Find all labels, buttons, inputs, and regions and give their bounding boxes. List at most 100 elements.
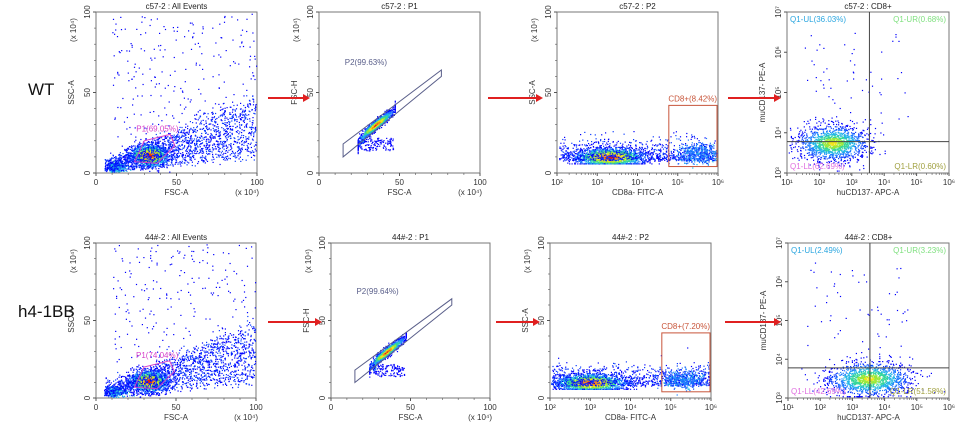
data-point: [125, 151, 127, 153]
data-point: [212, 124, 214, 126]
data-point: [133, 148, 135, 150]
data-point: [370, 136, 372, 138]
data-point: [134, 141, 136, 143]
data-point: [142, 73, 144, 75]
data-point: [231, 117, 233, 119]
data-point: [108, 166, 110, 168]
data-point: [244, 126, 246, 128]
data-point: [247, 138, 249, 140]
x-tick-label: 0: [94, 178, 99, 187]
data-point: [224, 132, 226, 135]
data-point: [150, 57, 152, 59]
data-point: [192, 149, 195, 151]
data-point: [108, 160, 111, 162]
data-point: [153, 146, 155, 148]
data-point: [384, 124, 386, 126]
data-point: [199, 144, 201, 146]
data-point: [164, 87, 166, 89]
data-point: [167, 136, 169, 138]
data-point: [364, 130, 366, 132]
data-point: [146, 150, 148, 152]
data-point: [137, 159, 139, 161]
data-point: [225, 50, 227, 52]
data-point: [188, 155, 190, 157]
data-point: [147, 147, 149, 149]
data-point: [225, 134, 227, 137]
data-point: [175, 160, 177, 162]
data-point: [138, 165, 140, 167]
data-point: [125, 161, 128, 163]
data-point: [219, 134, 221, 136]
data-point: [215, 148, 217, 150]
data-point: [236, 131, 238, 133]
data-point: [357, 141, 359, 143]
data-point: [152, 141, 154, 143]
data-point: [212, 153, 214, 155]
data-point: [147, 144, 149, 147]
data-point: [219, 109, 222, 111]
data-point: [190, 127, 192, 129]
data-point: [381, 127, 383, 129]
data-point: [246, 123, 248, 125]
data-point: [249, 126, 251, 128]
data-point: [210, 140, 212, 142]
data-point: [141, 151, 143, 153]
data-point: [208, 150, 210, 152]
data-point: [247, 150, 249, 152]
data-point: [174, 138, 176, 140]
data-point: [244, 116, 246, 118]
data-point: [205, 155, 207, 157]
data-point: [254, 55, 256, 57]
data-point: [112, 157, 114, 159]
data-point: [148, 157, 150, 159]
data-point: [238, 146, 240, 148]
data-point: [249, 46, 251, 48]
data-point: [141, 21, 143, 23]
data-point: [139, 157, 141, 159]
data-point: [171, 156, 173, 158]
data-point: [185, 126, 187, 128]
data-point: [168, 139, 170, 141]
data-point: [223, 152, 225, 154]
data-point: [235, 108, 238, 110]
data-point: [144, 145, 146, 147]
data-point: [210, 129, 212, 131]
data-point: [205, 136, 207, 138]
data-point: [199, 146, 201, 148]
data-point: [173, 139, 175, 141]
data-point: [229, 112, 231, 114]
data-point: [133, 76, 135, 78]
data-point: [254, 110, 256, 112]
data-point: [159, 148, 162, 150]
data-point: [230, 144, 232, 146]
data-point: [177, 26, 179, 28]
data-point: [163, 148, 165, 150]
data-point: [174, 86, 176, 88]
data-point: [249, 132, 251, 134]
data-point: [156, 141, 158, 143]
data-point: [226, 117, 228, 119]
x-tick-label: 50: [172, 178, 181, 187]
data-point: [140, 155, 142, 157]
data-point: [144, 156, 146, 158]
data-point: [196, 125, 198, 127]
data-point: [247, 105, 249, 107]
data-point: [167, 84, 169, 87]
data-point: [137, 164, 139, 166]
data-point: [203, 145, 205, 147]
data-point: [226, 147, 228, 149]
data-point: [224, 156, 227, 158]
data-point: [206, 126, 208, 128]
data-point: [142, 146, 144, 148]
data-point: [231, 115, 233, 118]
data-point: [201, 152, 203, 154]
data-point: [164, 159, 166, 161]
data-point: [178, 162, 180, 164]
data-point: [138, 149, 140, 151]
data-point: [173, 117, 175, 119]
data-point: [238, 138, 240, 140]
data-point: [136, 153, 138, 155]
data-point: [195, 148, 198, 150]
data-point: [225, 149, 228, 152]
data-point: [112, 169, 115, 171]
